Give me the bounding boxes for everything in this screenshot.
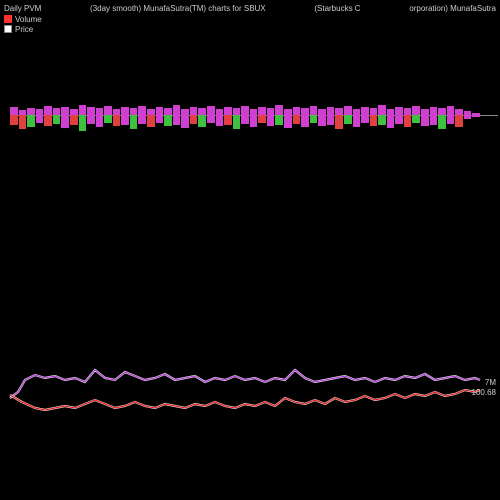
red-line (10, 390, 480, 410)
axis-label-volume: 7M (485, 378, 496, 387)
purple-line-outline (10, 370, 480, 398)
line-overlay (0, 0, 500, 500)
purple-line (10, 370, 480, 398)
axis-label-price: 100.68 (472, 388, 496, 397)
chart-area: 7M 100.68 (0, 0, 500, 500)
red-line-outline (10, 390, 480, 410)
